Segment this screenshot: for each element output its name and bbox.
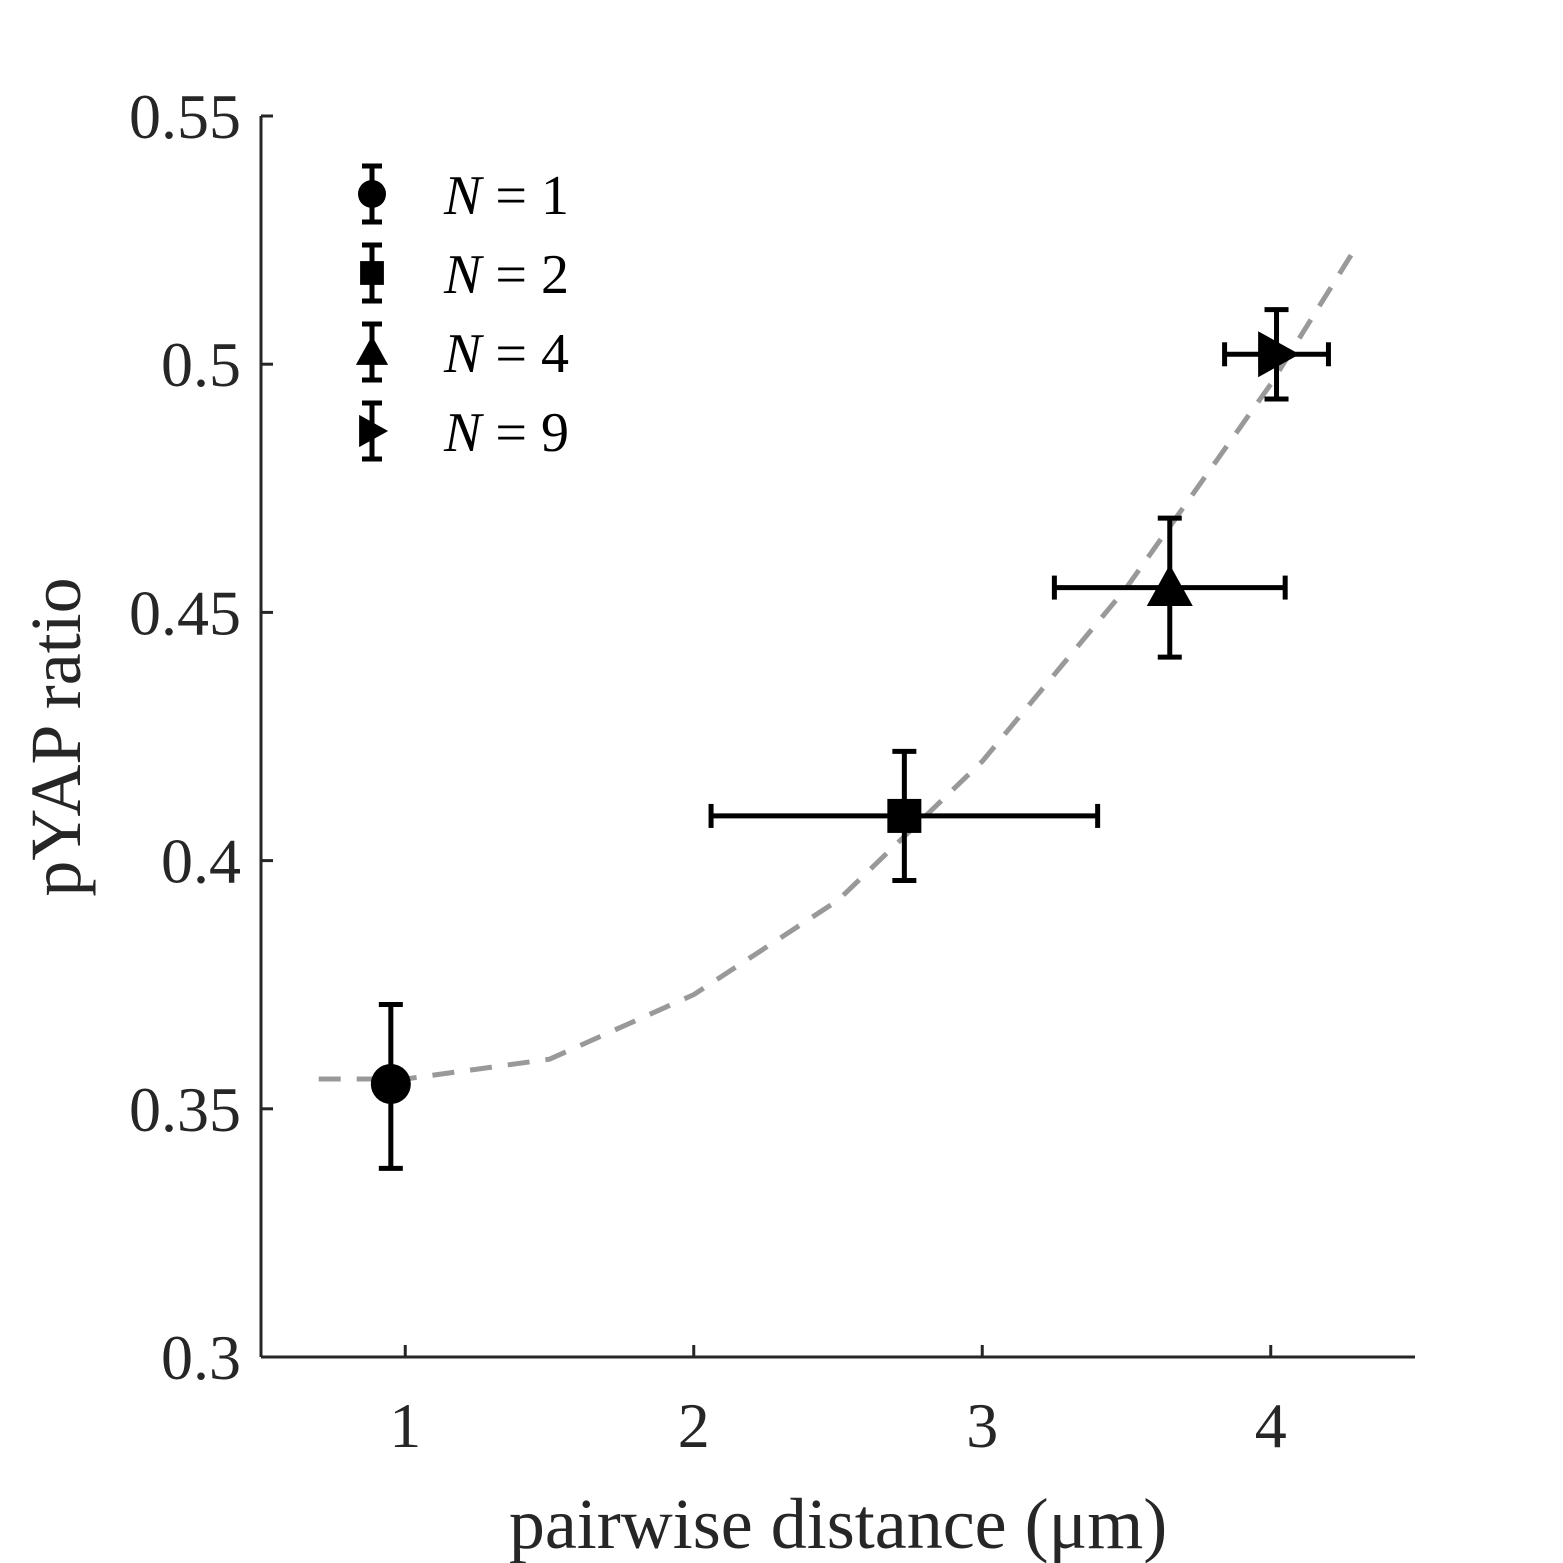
data-point-group bbox=[1051, 515, 1288, 660]
x-tick-label: 3 bbox=[966, 1390, 998, 1461]
fit-curve bbox=[318, 243, 1360, 1082]
data-points-layer bbox=[370, 307, 1331, 1171]
x-tick-label: 4 bbox=[1255, 1390, 1287, 1461]
data-point-marker bbox=[887, 798, 922, 833]
y-tick-label: 0.4 bbox=[161, 826, 241, 897]
y-tick-label: 0.55 bbox=[129, 81, 241, 152]
legend-marker bbox=[359, 414, 389, 448]
legend-marker bbox=[358, 180, 386, 208]
y-tick-label: 0.5 bbox=[161, 329, 241, 400]
legend-entry: N = 4 bbox=[355, 321, 569, 385]
x-tick-label: 1 bbox=[389, 1390, 421, 1461]
y-tick-label: 0.45 bbox=[129, 577, 241, 648]
legend-label: N = 4 bbox=[443, 323, 569, 385]
legend-entry: N = 2 bbox=[360, 242, 569, 306]
legend-entry: N = 1 bbox=[358, 163, 569, 227]
x-axis-label: pairwise distance (μm) bbox=[509, 1484, 1167, 1563]
legend-label: N = 1 bbox=[443, 165, 569, 227]
data-point-marker bbox=[370, 1063, 411, 1104]
y-axis-label: pYAP ratio bbox=[16, 577, 96, 896]
legend-marker bbox=[360, 261, 384, 285]
data-point-group bbox=[1222, 307, 1331, 402]
data-point-marker bbox=[1258, 331, 1300, 378]
y-tick-label: 0.3 bbox=[161, 1322, 241, 1393]
legend-marker bbox=[355, 335, 389, 365]
legend-label: N = 9 bbox=[443, 402, 569, 464]
data-point-group bbox=[370, 1002, 411, 1171]
data-point-group bbox=[708, 748, 1101, 883]
data-point-marker bbox=[1146, 564, 1193, 606]
fit-curve-layer bbox=[318, 243, 1360, 1082]
legend-entry: N = 9 bbox=[359, 400, 569, 464]
y-tick-label: 0.35 bbox=[129, 1074, 241, 1145]
x-tick-label: 2 bbox=[678, 1390, 710, 1461]
legend: N = 1 N = 2 N = 4 N = 9 bbox=[355, 163, 569, 464]
legend-label: N = 2 bbox=[443, 244, 569, 306]
axes: 1 2 3 4 0.3 0.35 0.4 0.45 0.5 0.55 bbox=[129, 81, 1415, 1461]
